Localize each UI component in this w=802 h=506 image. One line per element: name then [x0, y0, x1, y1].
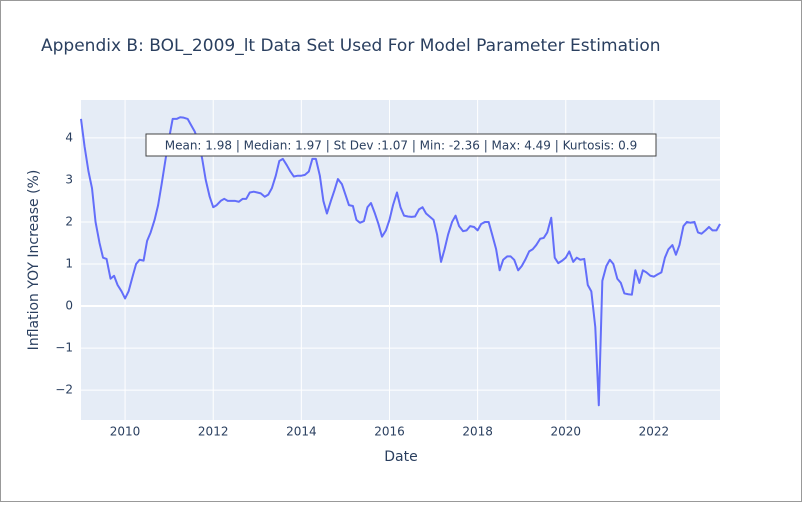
x-tick-label: 2020 — [550, 425, 581, 439]
chart-title: Appendix B: BOL_2009_lt Data Set Used Fo… — [41, 36, 661, 56]
y-tick-label: −1 — [55, 341, 73, 355]
y-axis-title: Inflation YOY Increase (%) — [26, 170, 42, 351]
annotation-box — [145, 133, 657, 157]
marks — [80, 116, 721, 407]
y-tick-label: −2 — [55, 383, 73, 397]
x-tick-label: 2010 — [110, 425, 141, 439]
x-tick-label: 2022 — [639, 425, 670, 439]
y-tick-label: 1 — [65, 256, 73, 270]
x-tick-label: 2014 — [286, 425, 317, 439]
annotation: Mean: 1.98 | Median: 1.97 | St Dev :1.07… — [165, 139, 638, 153]
y-tick-label: 0 — [65, 299, 73, 313]
x-axis-title: Date — [384, 449, 417, 465]
x-tick-label: 2016 — [374, 425, 405, 439]
data-line — [80, 116, 721, 407]
x-tick-label: 2018 — [462, 425, 493, 439]
y-tick-label: 4 — [65, 130, 73, 144]
x-tick-label: 2012 — [198, 425, 229, 439]
y-tick-label: 2 — [65, 214, 73, 228]
y-tick-label: 3 — [65, 172, 73, 186]
